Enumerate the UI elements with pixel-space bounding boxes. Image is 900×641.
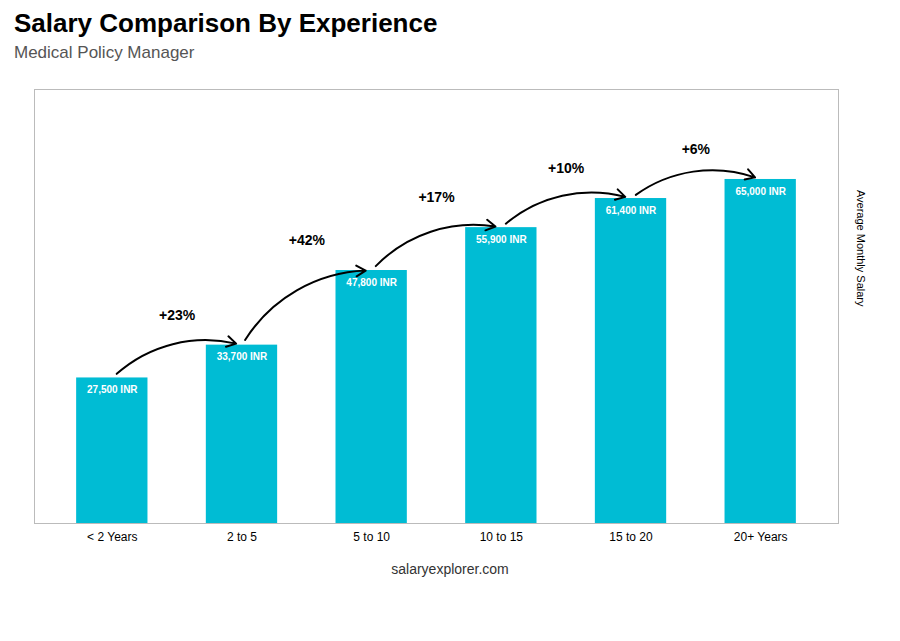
svg-text:65,000 INR: 65,000 INR: [735, 186, 786, 197]
svg-text:15 to 20: 15 to 20: [609, 530, 653, 544]
html-text:Medical Policy Manager: Medical Policy Manager: [14, 43, 195, 62]
svg-text:20+ Years: 20+ Years: [734, 530, 788, 544]
svg-text:< 2 Years: < 2 Years: [87, 530, 137, 544]
svg-text:+42%: +42%: [289, 232, 326, 248]
svg-text:+17%: +17%: [418, 189, 455, 205]
svg-text:+10%: +10%: [548, 160, 585, 176]
svg-text:47,800 INR: 47,800 INR: [346, 277, 397, 288]
svg-text:+23%: +23%: [159, 307, 196, 323]
svg-text:61,400 INR: 61,400 INR: [606, 205, 657, 216]
html-text:salaryexplorer.com: salaryexplorer.com: [391, 561, 509, 577]
svg-text:10 to 15: 10 to 15: [480, 530, 524, 544]
svg-text:+6%: +6%: [682, 141, 711, 157]
html-text:Salary Comparison By Experienc: Salary Comparison By Experience: [14, 8, 438, 38]
svg-text:Average Monthly Salary: Average Monthly Salary: [855, 190, 867, 307]
svg-text:2 to 5: 2 to 5: [227, 530, 257, 544]
svg-text:55,900 INR: 55,900 INR: [476, 234, 527, 245]
svg-text:5 to 10: 5 to 10: [353, 530, 390, 544]
svg-text:33,700 INR: 33,700 INR: [217, 351, 268, 362]
svg-text:27,500 INR: 27,500 INR: [87, 384, 138, 395]
